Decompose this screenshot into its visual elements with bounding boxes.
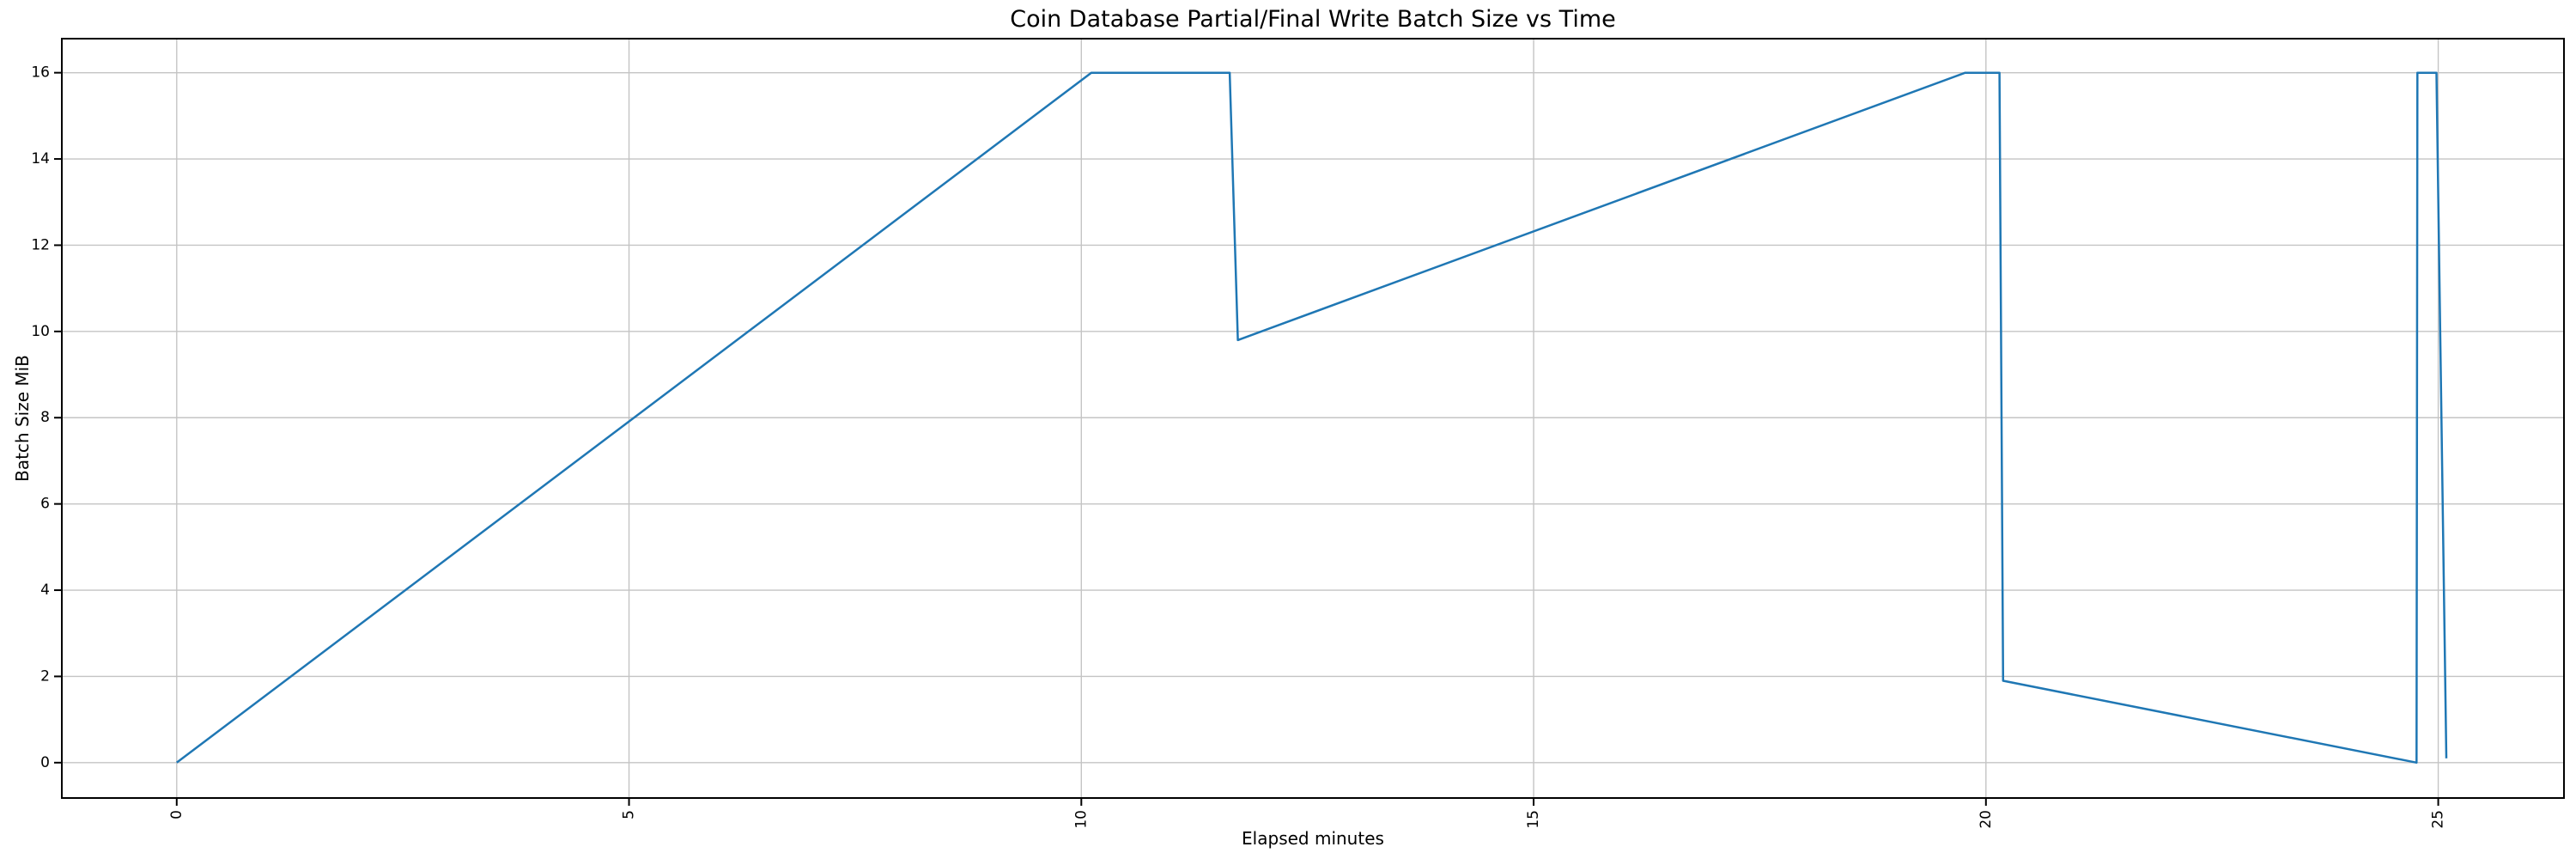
y-tick-label: 2 [40, 667, 50, 685]
y-tick-label: 14 [31, 150, 50, 168]
x-tick-label: 20 [1978, 810, 1995, 829]
y-tick-label: 4 [40, 582, 50, 599]
axes-spine [61, 38, 2565, 799]
chart-title: Coin Database Partial/Final Write Batch … [1010, 6, 1616, 33]
x-axis-label: Elapsed minutes [1242, 828, 1384, 849]
y-tick-label: 0 [40, 754, 50, 771]
x-tick-label: 25 [2430, 810, 2447, 829]
series-line [176, 71, 2448, 765]
x-tick-label: 5 [621, 810, 638, 819]
x-tick-label: 15 [1525, 810, 1542, 829]
y-tick-label: 16 [31, 64, 50, 82]
y-axis-label: Batch Size MiB [12, 355, 33, 482]
x-tick-label: 10 [1072, 810, 1090, 829]
y-tick-label: 12 [31, 236, 50, 253]
y-tick-label: 10 [31, 323, 50, 340]
x-tick-label: 0 [168, 810, 185, 819]
y-tick-label: 6 [40, 496, 50, 513]
y-tick-label: 8 [40, 409, 50, 426]
